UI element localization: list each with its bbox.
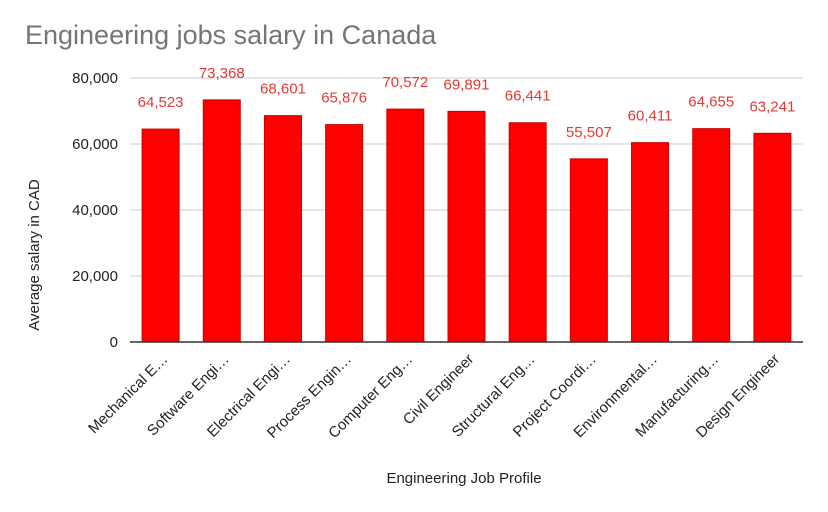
data-label: 68,601 [260, 81, 306, 98]
bar [386, 108, 425, 343]
bar [692, 128, 731, 343]
x-axis-title: Engineering Job Profile [386, 470, 541, 487]
bar [569, 158, 608, 343]
bar [447, 110, 486, 343]
y-tick-label: 20,000 [72, 268, 118, 285]
data-label: 73,368 [199, 65, 245, 82]
data-label: 64,523 [138, 94, 184, 111]
data-label: 63,241 [749, 98, 795, 115]
data-label: 69,891 [444, 76, 490, 93]
chart-title: Engineering jobs salary in Canada [25, 20, 437, 50]
y-axis-title: Average salary in CAD [26, 179, 43, 331]
bar [141, 128, 180, 343]
data-label: 66,441 [505, 88, 551, 105]
data-label: 70,572 [382, 74, 428, 91]
bar [631, 142, 670, 343]
y-tick-label: 0 [110, 334, 118, 351]
bar [325, 124, 364, 343]
y-tick-label: 80,000 [72, 70, 118, 87]
data-label: 60,411 [628, 108, 673, 125]
bar [753, 132, 792, 343]
bar [263, 115, 302, 343]
bar [508, 122, 547, 343]
y-tick-label: 60,000 [72, 136, 118, 153]
data-label: 65,876 [321, 90, 367, 107]
data-label: 64,655 [688, 94, 734, 111]
data-label: 55,507 [566, 124, 612, 141]
y-tick-label: 40,000 [72, 202, 118, 219]
bar [202, 99, 241, 343]
